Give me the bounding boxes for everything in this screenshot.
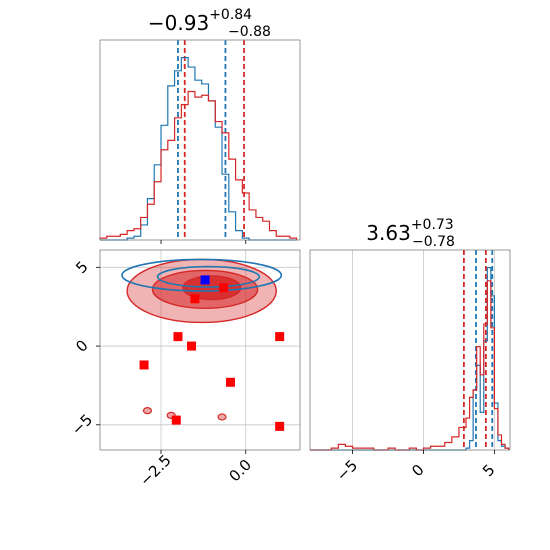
hist-x-title: −0.93+0.84 [148, 7, 252, 35]
hist-x-quantile-lines [177, 40, 245, 240]
hist-y-panel: −5 0 5 3.63+0.73 −0.78 [309, 217, 511, 485]
hist-x-ticks [160, 240, 247, 244]
scatter-point-0 [200, 275, 210, 285]
scatter-point-4 [187, 341, 197, 351]
blue-contour-outer [121, 258, 283, 292]
hist-y-series-1 [310, 280, 510, 451]
hist-y-title: 3.63+0.73 [366, 217, 453, 245]
scatter-point-6 [139, 360, 149, 370]
red-contour-core [182, 275, 242, 301]
hist-x-series-1 [99, 90, 298, 240]
blue-contour-inner [156, 265, 261, 288]
red-contour-island-0 [142, 407, 153, 415]
scatter-point-9 [275, 421, 285, 431]
scatter-point-1 [219, 283, 229, 293]
scatter-point-7 [226, 377, 236, 387]
hist-x-panel: −0.93+0.84 −0.88 [99, 7, 301, 244]
scatter-contours [121, 258, 283, 421]
hist-y-title-plus: +0.73 [411, 217, 454, 233]
scatter-points [139, 275, 285, 431]
hist-y-title-value: 3.63 [366, 221, 411, 245]
hist-x-title-minus: −0.88 [228, 24, 271, 40]
hist-x-title-value: −0.93 [148, 11, 209, 35]
hist-x-series-0 [100, 57, 297, 241]
hist-y-quantile-lines [463, 250, 494, 450]
scatter-point-8 [171, 415, 181, 425]
scatter-point-2 [190, 294, 200, 304]
scatter-frame [99, 249, 301, 451]
hist-y-frame [309, 249, 511, 451]
hist-x-title-plus: +0.84 [209, 7, 252, 23]
hist-x-series [99, 57, 298, 241]
scatter-point-3 [173, 332, 183, 342]
hist-x-frame [99, 39, 301, 241]
hist-y-title-minus: −0.78 [412, 234, 455, 250]
red-contour-island-2 [217, 413, 227, 421]
scatter-point-5 [275, 332, 285, 342]
